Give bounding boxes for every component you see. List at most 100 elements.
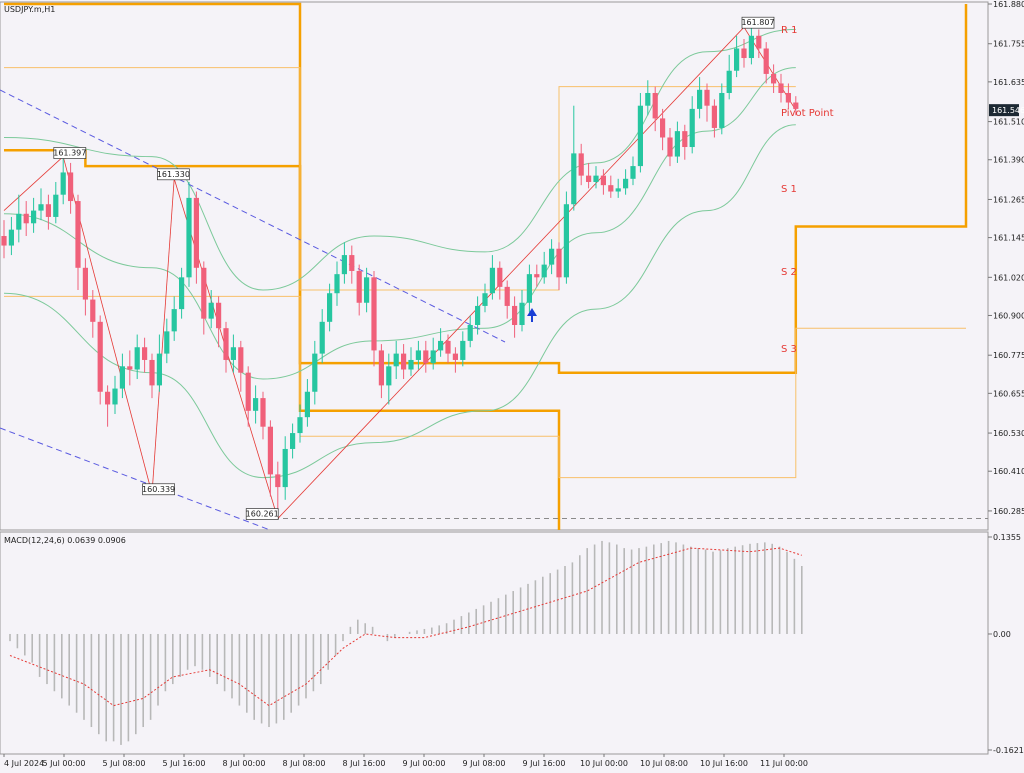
candle-body bbox=[401, 353, 407, 370]
annotation-box bbox=[53, 147, 87, 159]
candle bbox=[467, 315, 473, 348]
macd-panel: MACD(12,24,6) 0.0639 0.0906 bbox=[0, 531, 989, 755]
time-tick-label: 4 Jul 2024 bbox=[4, 759, 44, 768]
candle-body bbox=[371, 277, 377, 351]
candle bbox=[97, 315, 103, 405]
candle bbox=[319, 309, 325, 364]
macd-histogram bbox=[9, 540, 803, 745]
candle bbox=[327, 283, 333, 332]
buy-arrow-icon bbox=[527, 308, 537, 322]
candle bbox=[208, 290, 214, 329]
candle-body bbox=[75, 201, 81, 268]
candle-body bbox=[216, 302, 222, 329]
candle bbox=[482, 283, 488, 313]
candle-body bbox=[341, 255, 347, 275]
time-tick-label: 11 Jul 00:00 bbox=[760, 759, 808, 768]
zigzag-segment bbox=[3, 156, 64, 211]
price-annotation: 160.339 bbox=[142, 483, 175, 496]
candle-body bbox=[290, 433, 296, 449]
candle bbox=[778, 73, 784, 103]
candle bbox=[674, 121, 680, 163]
candle-body bbox=[8, 229, 14, 246]
candle bbox=[578, 143, 584, 186]
candlestick-series bbox=[1, 26, 799, 510]
macd-axis: 0.1355 0.00 -0.1621 bbox=[988, 533, 1024, 755]
candle bbox=[445, 334, 451, 364]
candle bbox=[179, 267, 185, 319]
candle bbox=[267, 420, 273, 497]
candle bbox=[771, 64, 777, 93]
candle bbox=[245, 366, 251, 427]
annotation-label: 161.807 bbox=[741, 18, 774, 27]
candle-body bbox=[393, 353, 399, 367]
current-price-marker: 161.546 bbox=[989, 104, 1024, 117]
candle bbox=[393, 340, 399, 380]
candle-body bbox=[586, 175, 592, 182]
candle bbox=[549, 239, 555, 275]
candle-body bbox=[711, 105, 717, 128]
candle bbox=[23, 201, 29, 237]
macd-tick-label: -0.1621 bbox=[993, 746, 1024, 755]
candle bbox=[356, 264, 362, 316]
candle bbox=[512, 296, 518, 338]
candle-body bbox=[489, 267, 495, 294]
annotation-label: 160.339 bbox=[142, 485, 175, 494]
candle bbox=[1, 220, 7, 259]
candle bbox=[460, 331, 466, 367]
candle-body bbox=[31, 210, 37, 224]
candle bbox=[156, 334, 162, 392]
candle bbox=[90, 290, 96, 338]
candle bbox=[186, 181, 192, 287]
candle bbox=[119, 353, 125, 399]
candle bbox=[600, 169, 606, 195]
candle-body bbox=[763, 48, 769, 74]
candle-body bbox=[112, 388, 118, 405]
candle-body bbox=[667, 137, 673, 157]
pivot-label-r1: R 1 bbox=[781, 25, 798, 36]
pivot-label-s3: S 3 bbox=[781, 344, 797, 355]
candle-body bbox=[504, 286, 510, 306]
time-tick-label: 10 Jul 08:00 bbox=[640, 759, 688, 768]
time-tick-label: 10 Jul 00:00 bbox=[580, 759, 628, 768]
price-tick-label: 160.530 bbox=[993, 429, 1024, 438]
candle-body bbox=[652, 92, 658, 119]
candle bbox=[430, 337, 436, 370]
price-tick-label: 160.655 bbox=[993, 389, 1024, 398]
candle-body bbox=[156, 353, 162, 386]
candle-body bbox=[726, 70, 732, 93]
candle-body bbox=[245, 372, 251, 411]
candle bbox=[193, 191, 199, 284]
candle bbox=[689, 96, 695, 154]
price-tick-label: 161.145 bbox=[993, 234, 1024, 243]
price-annotations: 161.807 161.397 161.330 160.339 160.261 bbox=[53, 16, 775, 520]
candle-body bbox=[45, 204, 51, 217]
candle bbox=[16, 194, 22, 243]
candle bbox=[652, 86, 658, 132]
symbol-title: USDJPY.m,H1 bbox=[4, 5, 55, 14]
candle bbox=[105, 385, 111, 427]
candle-body bbox=[260, 398, 266, 427]
candle bbox=[238, 340, 244, 392]
candle-body bbox=[238, 347, 244, 373]
candle bbox=[497, 261, 503, 300]
candle bbox=[230, 334, 236, 373]
candle-body bbox=[637, 105, 643, 167]
candle-body bbox=[312, 353, 318, 392]
candle bbox=[438, 328, 444, 357]
candle bbox=[756, 29, 762, 59]
time-tick-label: 10 Jul 16:00 bbox=[700, 759, 748, 768]
price-annotation: 160.261 bbox=[246, 508, 279, 520]
candle bbox=[637, 92, 643, 173]
candle bbox=[201, 261, 207, 335]
candle bbox=[541, 251, 547, 284]
candle bbox=[304, 379, 310, 427]
candle-body bbox=[105, 391, 111, 405]
zigzag-segment bbox=[277, 26, 745, 519]
candle bbox=[364, 267, 370, 313]
trend-channel-lower-line bbox=[0, 427, 271, 531]
candle bbox=[475, 296, 481, 335]
pivot-label-s1: S 1 bbox=[781, 184, 797, 195]
price-tick-label: 161.510 bbox=[993, 118, 1024, 127]
candle bbox=[53, 181, 59, 224]
